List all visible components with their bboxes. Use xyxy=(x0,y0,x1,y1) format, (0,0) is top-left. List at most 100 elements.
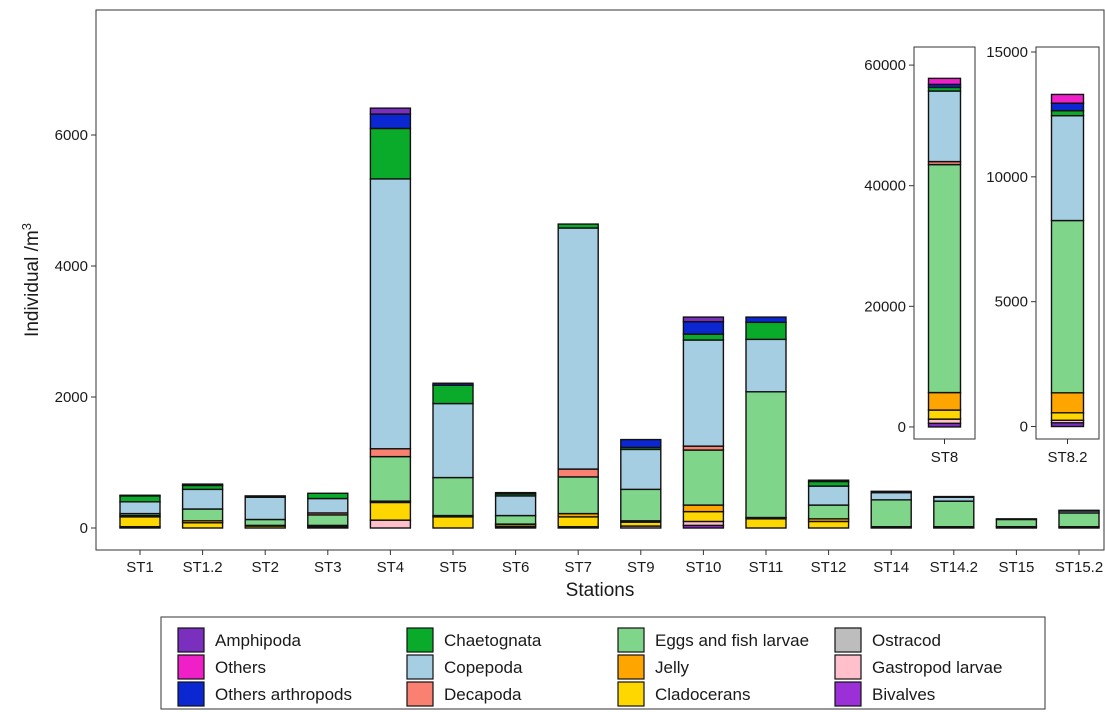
inset-segment-st8-others xyxy=(927,77,962,86)
legend-swatch-jelly xyxy=(617,654,645,680)
x-tick-label-st9: ST9 xyxy=(627,559,655,576)
bar-st1 xyxy=(119,494,161,529)
bar-st7 xyxy=(557,223,599,529)
x-tick-label-st2: ST2 xyxy=(251,559,279,576)
bar-segment-st9-others-arthropods xyxy=(620,438,662,449)
legend-swatch-ostracod xyxy=(834,627,862,653)
bar-st1-2 xyxy=(181,483,224,529)
bar-segment-st14-chaetognata xyxy=(870,490,912,494)
x-axis-title: Stations xyxy=(566,580,635,601)
bar-segment-st9-copepoda xyxy=(620,448,662,491)
legend-swatch-others-arthropods xyxy=(177,681,205,707)
x-tick-label-st1: ST1 xyxy=(126,559,154,576)
bar-segment-st6-eggs-and-fish-larvae xyxy=(494,514,537,525)
bar-segment-st4-copepoda xyxy=(369,178,412,450)
legend-label-cladocerans: Cladocerans xyxy=(655,685,750,704)
bar-segment-st7-decapoda xyxy=(557,468,599,478)
bar-segment-st4-gastropod-larvae xyxy=(369,519,412,529)
inset-y-tick-label: 20000 xyxy=(864,298,906,315)
bar-segment-st10-eggs-and-fish-larvae xyxy=(682,449,725,506)
bar-segment-st10-copepoda xyxy=(682,339,725,447)
x-tick-label-st14-2: ST14.2 xyxy=(930,559,978,576)
x-tick-label-st5: ST5 xyxy=(439,559,467,576)
legend-label-others: Others xyxy=(215,658,266,677)
bar-segment-st11-chaetognata xyxy=(745,321,787,341)
bar-st14 xyxy=(870,490,912,529)
x-tick-label-st15-2: ST15.2 xyxy=(1055,559,1103,576)
x-tick-label-st3: ST3 xyxy=(314,559,342,576)
bar-segment-st1-2-cladocerans xyxy=(181,522,224,529)
inset-segment-st8-2-copepoda xyxy=(1050,114,1085,222)
legend-swatch-gastropod-larvae xyxy=(834,654,862,680)
legend-label-chaetognata: Chaetognata xyxy=(444,631,542,650)
main-plot-panel xyxy=(95,9,1105,551)
bar-segment-st14-eggs-and-fish-larvae xyxy=(870,499,912,528)
legend-swatch-cladocerans xyxy=(617,681,645,707)
inset-y-tick-label: 40000 xyxy=(864,178,906,195)
bar-segment-st15-2-eggs-and-fish-larvae xyxy=(1058,512,1100,528)
legend-swatch-chaetognata xyxy=(406,627,434,653)
legend-swatch-others xyxy=(177,654,205,680)
bar-segment-st1-copepoda xyxy=(119,501,161,515)
bar-segment-st10-amphipoda xyxy=(682,316,725,323)
y-tick-label: 2000 xyxy=(55,389,88,406)
inset-st8: 0 20000 40000 60000 ST8 xyxy=(862,45,979,477)
legend-label-gastropod-larvae: Gastropod larvae xyxy=(872,658,1002,677)
legend-swatch-decapoda xyxy=(406,681,434,707)
bar-st14-2 xyxy=(933,495,975,529)
bar-segment-st1-2-others-arthropods xyxy=(181,483,224,487)
bar-segment-st11-copepoda xyxy=(745,338,787,393)
bar-segment-st14-2-eggs-and-fish-larvae xyxy=(933,500,975,528)
bar-segment-st2-eggs-and-fish-larvae xyxy=(244,518,286,527)
bar-segment-st11-eggs-and-fish-larvae xyxy=(745,391,787,519)
inset-y-tick-label: 10000 xyxy=(986,169,1028,186)
bar-st10 xyxy=(682,316,725,529)
inset-segment-st8-2-jelly xyxy=(1050,392,1085,414)
inset-st8-2: 0 5000 10000 15000 ST8.2 xyxy=(984,44,1103,477)
y-tick-label: 6000 xyxy=(55,127,88,144)
inset-segment-st8-copepoda xyxy=(927,90,962,163)
bar-segment-st11-others-arthropods xyxy=(745,316,787,324)
x-tick-label-st12: ST12 xyxy=(811,559,847,576)
bar-segment-st1-2-copepoda xyxy=(181,488,224,510)
inset-y-tick-label: 0 xyxy=(1020,419,1028,436)
legend-label-bivalves: Bivalves xyxy=(872,685,935,704)
bar-segment-st4-chaetognata xyxy=(369,127,412,180)
bar-segment-st1-chaetognata xyxy=(119,495,161,503)
inset-background xyxy=(862,45,979,477)
inset-y-tick-label: 15000 xyxy=(986,44,1028,61)
bar-segment-st7-eggs-and-fish-larvae xyxy=(557,476,599,515)
inset-segment-st8-2-others-arthropods xyxy=(1050,102,1085,112)
bar-segment-st4-others-arthropods xyxy=(369,113,412,130)
legend-swatch-bivalves xyxy=(834,681,862,707)
x-tick-label-st4: ST4 xyxy=(377,559,405,576)
bar-segment-st5-cladocerans xyxy=(432,516,474,529)
legend-label-ostracod: Ostracod xyxy=(872,631,941,650)
bar-segment-st5-others-arthropods xyxy=(432,382,474,386)
x-tick-label-st14: ST14 xyxy=(873,559,909,576)
bar-segment-st15-2-chaetognata xyxy=(1058,509,1100,512)
bar-segment-st15-copepoda xyxy=(995,518,1038,521)
bar-segment-st2-chaetognata xyxy=(244,495,286,498)
bar-segment-st9-eggs-and-fish-larvae xyxy=(620,488,662,522)
inset-segment-st8-2-eggs-and-fish-larvae xyxy=(1050,219,1085,394)
main-y-axis: 0 2000 4000 6000 xyxy=(55,127,96,537)
bar-segment-st10-cladocerans xyxy=(682,510,725,523)
legend-label-jelly: Jelly xyxy=(655,658,690,677)
bar-segment-st15-eggs-and-fish-larvae xyxy=(995,518,1038,528)
bar-st9 xyxy=(620,438,662,529)
bar-segment-st7-cladocerans xyxy=(557,516,599,528)
bar-st12 xyxy=(807,479,850,529)
inset-y-tick-label: 60000 xyxy=(864,57,906,74)
y-tick-label: 0 xyxy=(80,520,88,537)
x-tick-label-st6: ST6 xyxy=(502,559,530,576)
x-tick-label-st11: ST11 xyxy=(749,559,784,576)
bar-segment-st11-cladocerans xyxy=(745,518,787,529)
legend: Amphipoda Others Others arthropods Chaetogn… xyxy=(177,627,1002,707)
bar-segment-st4-eggs-and-fish-larvae xyxy=(369,455,412,502)
inset-segment-st8-2-cladocerans xyxy=(1050,412,1085,421)
bar-st11 xyxy=(745,316,787,529)
bar-segment-st6-others-arthropods xyxy=(494,491,537,495)
bar-segment-st1-cladocerans xyxy=(119,516,161,528)
